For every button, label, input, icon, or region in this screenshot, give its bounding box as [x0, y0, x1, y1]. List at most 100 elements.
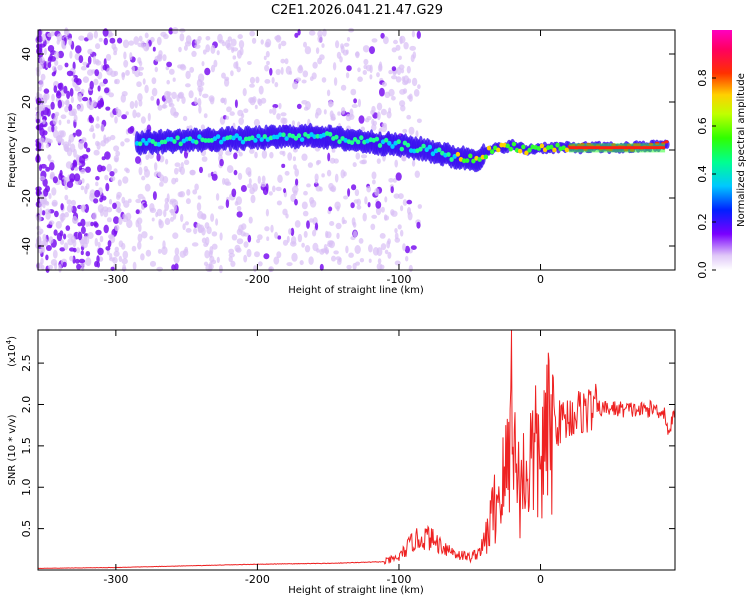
spectrogram-noise-cell [254, 151, 258, 159]
spectrogram-noise-cell [45, 245, 52, 251]
spectrogram-noise-cell [342, 219, 347, 224]
spectrogram-noise-cell [319, 186, 323, 192]
spectrogram-noise-cell [59, 213, 66, 222]
spectrogram-noise-cell [345, 72, 350, 79]
spectrogram-noise-cell [87, 55, 92, 65]
spectrogram-noise-cell [287, 152, 293, 161]
spectrogram-noise-cell [316, 248, 320, 253]
spectrogram-noise-cell [80, 168, 86, 174]
spectrogram-noise-cell [164, 217, 171, 226]
spectrogram-ridge-core [430, 151, 436, 157]
spectrogram-noise-cell [94, 69, 99, 77]
spectrogram-noise-cell [369, 46, 375, 55]
spectrogram-noise-cell [171, 264, 176, 271]
spectrogram-noise-cell [125, 168, 130, 174]
spectrogram-noise-cell [75, 129, 82, 137]
spectrogram-noise-cell [362, 212, 367, 222]
spectrogram-noise-cell [367, 202, 371, 208]
spectrogram-noise-cell [263, 253, 270, 260]
spectrogram-noise-cell [66, 70, 74, 77]
spectrogram-noise-cell [51, 187, 57, 196]
spectrogram-noise-cell [85, 257, 92, 266]
spectrogram-noise-cell [315, 47, 320, 54]
spectrogram-ridge-core [486, 145, 492, 151]
snr-y-tick-label: 2.5 [20, 354, 33, 372]
spectrogram-noise-cell [246, 248, 252, 258]
spectrogram-ridge-core [150, 139, 155, 144]
spectrogram-noise-cell [82, 76, 89, 83]
spectrogram-y-tick-label: 0 [20, 147, 33, 154]
spectrogram-noise-cell [254, 104, 258, 110]
spectrogram-xlabel: Height of straight line (km) [288, 285, 424, 296]
spectrogram-noise-cell [118, 255, 123, 262]
spectrogram-noise-cell [113, 70, 119, 76]
spectrogram-noise-cell [52, 176, 59, 184]
spectrogram-noise-cell [205, 236, 210, 246]
spectrogram-noise-cell [85, 166, 91, 173]
spectrogram-noise-cell [408, 126, 415, 135]
spectrogram-ridge-core [524, 150, 529, 156]
spectrogram-noise-cell [154, 66, 158, 73]
spectrogram-noise-cell [358, 115, 365, 124]
spectrogram-scatter [34, 27, 422, 274]
spectrogram-noise-cell [106, 136, 112, 142]
spectrogram-noise-cell [384, 196, 388, 203]
spectrogram-ridge-core [511, 141, 517, 147]
spectrogram-noise-cell [189, 66, 195, 73]
spectrogram-noise-cell [248, 178, 252, 185]
spectrogram-noise-cell [308, 256, 314, 265]
spectrogram-noise-cell [274, 35, 281, 41]
spectrogram-ridge-core [172, 139, 177, 144]
spectrogram-noise-cell [89, 189, 96, 198]
spectrogram-ridge-core [527, 147, 532, 153]
spectrogram-noise-cell [174, 167, 179, 175]
spectrogram-noise-cell [186, 189, 191, 196]
spectrogram-noise-cell [169, 198, 177, 203]
snr-x-ticks: -300 -200 -100 0 [103, 330, 544, 586]
spectrogram-noise-cell [272, 104, 279, 109]
spectrogram-x-tick-label: 0 [537, 273, 544, 286]
spectrogram-noise-cell [55, 91, 62, 99]
spectrogram-noise-cell [249, 30, 256, 37]
spectrogram-noise-cell [63, 242, 69, 251]
spectrogram-noise-cell [39, 44, 43, 53]
spectrogram-noise-cell [110, 134, 116, 141]
spectrogram-noise-cell [364, 118, 370, 123]
spectrogram-noise-cell [105, 53, 112, 61]
spectrogram-noise-cell [68, 104, 73, 112]
spectrogram-noise-cell [291, 185, 299, 194]
spectrogram-noise-cell [142, 78, 146, 85]
spectrogram-ridge-core [203, 138, 208, 143]
spectrogram-noise-cell [192, 189, 198, 195]
spectrogram-noise-cell [59, 247, 66, 252]
spectrogram-noise-cell [203, 113, 208, 119]
spectrogram-noise-cell [171, 91, 177, 100]
spectrogram-noise-cell [280, 112, 287, 117]
spectrogram-noise-cell [417, 84, 421, 90]
spectrogram-noise-cell [182, 115, 188, 122]
spectrogram-noise-cell [280, 66, 284, 75]
spectrogram-noise-cell [66, 204, 73, 213]
spectrogram-ridge-peak [568, 146, 666, 150]
spectrogram-noise-cell [380, 206, 385, 213]
spectrogram-noise-cell [101, 156, 106, 161]
spectrogram-noise-cell [240, 185, 247, 192]
spectrogram-noise-cell [189, 169, 196, 175]
spectrogram-ridge-core [471, 158, 476, 164]
spectrogram-noise-cell [156, 266, 163, 272]
spectrogram-noise-cell [137, 233, 143, 243]
spectrogram-noise-cell [321, 77, 327, 83]
spectrogram-ridge-core [144, 141, 149, 146]
spectrogram-noise-cell [225, 39, 231, 49]
spectrogram-noise-cell [141, 205, 145, 210]
spectrogram-noise-cell [388, 178, 394, 183]
spectrogram-noise-cell [93, 198, 99, 204]
spectrogram-noise-cell [364, 196, 368, 205]
spectrogram-noise-cell [272, 107, 277, 116]
spectrogram-noise-cell [346, 264, 352, 270]
spectrogram-noise-cell [85, 251, 91, 257]
spectrogram-noise-cell [228, 248, 235, 255]
spectrogram-noise-cell [409, 45, 417, 51]
spectrogram-noise-cell [50, 101, 55, 110]
